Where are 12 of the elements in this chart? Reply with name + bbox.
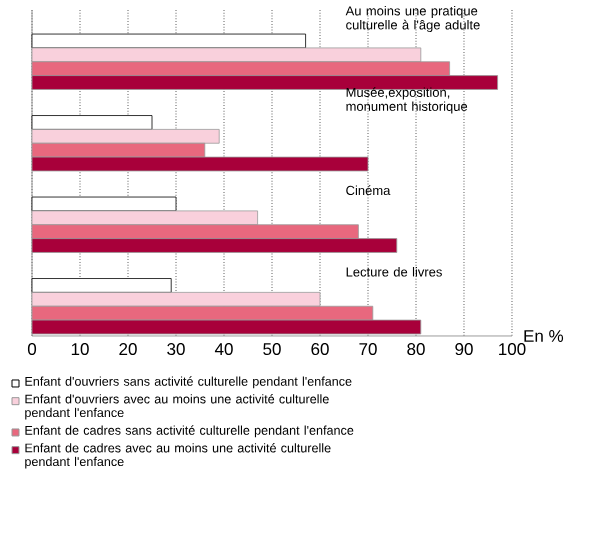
x-tick-label: 70 <box>359 343 377 356</box>
x-tick-label: 50 <box>263 343 281 356</box>
x-tick-label: 0 <box>27 343 37 356</box>
x-tick-label: 20 <box>119 343 137 356</box>
x-tick-label: 100 <box>499 343 526 356</box>
x-axis-title: En % <box>524 330 564 342</box>
x-tick-label: 30 <box>167 343 185 356</box>
x-tick-label: 80 <box>407 343 425 356</box>
x-tick-label: 60 <box>311 343 329 356</box>
x-tick-label: 10 <box>71 343 89 356</box>
x-tick-label: 40 <box>214 343 233 356</box>
x-tick-label: 90 <box>455 343 473 356</box>
